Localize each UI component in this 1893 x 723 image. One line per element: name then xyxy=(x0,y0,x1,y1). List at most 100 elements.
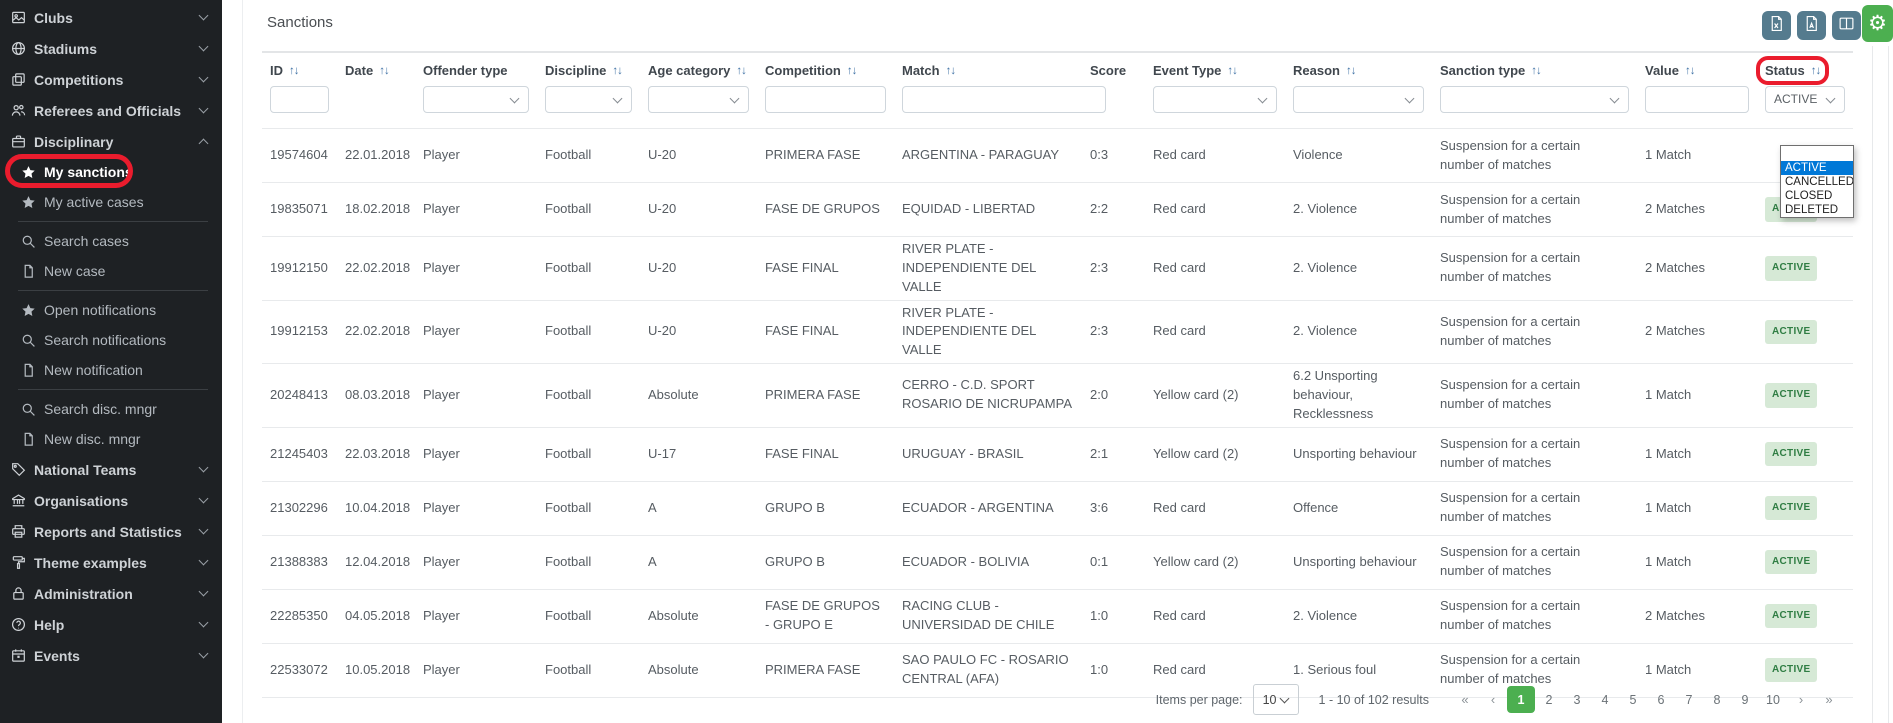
table-row[interactable]: 21245403 22.03.2018 Player Football U-17… xyxy=(262,426,1853,482)
sidebar-item[interactable]: Disciplinary xyxy=(0,126,222,157)
sidebar-item[interactable]: New case xyxy=(0,256,222,286)
cell-offender-type: Player xyxy=(415,480,537,536)
sidebar-item[interactable]: Open notifications xyxy=(0,295,222,325)
sidebar-item[interactable]: Search notifications xyxy=(0,325,222,355)
sort-arrows-icon[interactable]: ↑↓ xyxy=(846,64,857,77)
next-page-button[interactable]: › xyxy=(1798,692,1804,707)
column-header[interactable]: Competition ↑↓ xyxy=(757,52,894,82)
excel-export-button[interactable] xyxy=(1762,11,1791,40)
cell-competition: FASE FINAL xyxy=(757,299,894,364)
sort-arrows-icon[interactable]: ↑↓ xyxy=(1810,64,1821,77)
filter-select[interactable] xyxy=(545,86,632,113)
page-button[interactable]: 7 xyxy=(1685,692,1693,707)
page-button[interactable]: 9 xyxy=(1741,692,1749,707)
column-header[interactable]: Value ↑↓ xyxy=(1637,52,1757,82)
filter-input[interactable] xyxy=(270,86,329,113)
prev-page-button[interactable]: ‹ xyxy=(1490,692,1496,707)
first-page-button[interactable]: « xyxy=(1461,692,1469,707)
sort-arrows-icon[interactable]: ↑↓ xyxy=(1531,64,1541,77)
column-header[interactable]: Event Type ↑↓ xyxy=(1145,52,1285,82)
dropdown-option[interactable] xyxy=(1781,146,1853,161)
cell-id: 21245403 xyxy=(262,426,337,482)
table-row[interactable]: 21388383 12.04.2018 Player Football A GR… xyxy=(262,534,1853,590)
scrollbar-track-line[interactable] xyxy=(1872,46,1873,723)
filter-cell xyxy=(537,82,640,129)
cell-status: ACTIVE xyxy=(1757,363,1853,428)
filter-input[interactable] xyxy=(765,86,886,113)
page-button[interactable]: 5 xyxy=(1629,692,1637,707)
dropdown-option[interactable]: CLOSED xyxy=(1785,190,1833,202)
dropdown-option[interactable]: ACTIVE xyxy=(1781,161,1853,175)
settings-button[interactable]: ⚙ xyxy=(1862,5,1893,42)
table-row[interactable]: 21302296 10.04.2018 Player Football A GR… xyxy=(262,480,1853,536)
filter-select[interactable] xyxy=(1293,86,1424,113)
status-badge: ACTIVE xyxy=(1765,657,1818,683)
column-header[interactable]: Discipline ↑↓ xyxy=(537,52,640,82)
sidebar-item[interactable]: Referees and Officials xyxy=(0,95,222,126)
page-button[interactable]: 2 xyxy=(1545,692,1553,707)
column-header[interactable]: ID ↑↓ xyxy=(262,52,337,82)
sidebar-item[interactable]: My active cases xyxy=(0,187,222,217)
last-page-button[interactable]: » xyxy=(1825,692,1833,707)
table-row[interactable]: 19912150 22.02.2018 Player Football U-20… xyxy=(262,236,1853,301)
sidebar-item[interactable]: Search disc. mngr xyxy=(0,394,222,424)
sidebar-item[interactable]: New notification xyxy=(0,355,222,385)
page-button[interactable]: 8 xyxy=(1713,692,1721,707)
filter-select[interactable] xyxy=(423,86,529,113)
column-header[interactable]: Status ↑↓ xyxy=(1756,52,1853,85)
sort-arrows-icon[interactable]: ↑↓ xyxy=(289,64,299,77)
sidebar-item[interactable]: Organisations xyxy=(0,485,222,516)
sort-arrows-icon[interactable]: ↑↓ xyxy=(612,64,622,77)
sort-arrows-icon[interactable]: ↑↓ xyxy=(1345,64,1356,77)
page-button[interactable]: 6 xyxy=(1657,692,1665,707)
column-settings-button[interactable] xyxy=(1832,11,1861,40)
items-per-page-select[interactable]: 10 xyxy=(1252,684,1299,715)
page-button[interactable]: 10 xyxy=(1766,692,1780,707)
sort-arrows-icon[interactable]: ↑↓ xyxy=(1684,64,1695,77)
page-button[interactable]: 3 xyxy=(1573,692,1581,707)
sort-arrows-icon[interactable]: ↑↓ xyxy=(736,64,746,77)
filter-input[interactable] xyxy=(902,86,1106,113)
table-row[interactable]: 19912153 22.02.2018 Player Football U-20… xyxy=(262,299,1853,364)
column-header[interactable]: Reason ↑↓ xyxy=(1285,52,1432,82)
column-header[interactable]: Age category ↑↓ xyxy=(640,52,757,82)
table-row[interactable]: 20248413 08.03.2018 Player Football Abso… xyxy=(262,363,1853,428)
sidebar-item[interactable]: Search cases xyxy=(0,226,222,256)
dropdown-option[interactable]: CANCELLED xyxy=(1785,176,1853,188)
scrollbar-track-line[interactable] xyxy=(1888,46,1889,723)
sidebar-item[interactable]: New disc. mngr xyxy=(0,424,222,454)
cell-discipline: Football xyxy=(537,588,640,644)
page-button[interactable]: 4 xyxy=(1601,692,1609,707)
filter-select[interactable] xyxy=(648,86,749,113)
filter-select[interactable] xyxy=(1153,86,1277,113)
column-header[interactable]: Date ↑↓ xyxy=(337,52,415,82)
table-row[interactable]: 22285350 04.05.2018 Player Football Abso… xyxy=(262,588,1853,644)
sidebar-item[interactable]: Theme examples xyxy=(0,547,222,578)
filter-select[interactable]: ACTIVE xyxy=(1765,86,1845,113)
sidebar-item[interactable]: Competitions xyxy=(0,64,222,95)
column-header[interactable]: Match ↑↓ xyxy=(894,52,1082,82)
sidebar-item[interactable]: Events xyxy=(0,640,222,671)
column-header[interactable]: Offender type xyxy=(415,52,537,82)
sidebar-item[interactable]: My sanctions xyxy=(0,154,222,188)
page-button[interactable]: 1 xyxy=(1507,686,1535,713)
filter-input[interactable] xyxy=(1645,86,1749,113)
column-header[interactable]: Sanction type ↑↓ xyxy=(1432,52,1637,82)
sort-arrows-icon[interactable]: ↑↓ xyxy=(945,64,956,77)
pdf-export-button[interactable] xyxy=(1797,11,1826,40)
sidebar-item[interactable]: National Teams xyxy=(0,454,222,485)
cell-date: 18.02.2018 xyxy=(337,182,415,237)
sidebar-item[interactable]: Stadiums xyxy=(0,33,222,64)
sort-arrows-icon[interactable]: ↑↓ xyxy=(1227,64,1237,77)
sidebar-item[interactable]: Reports and Statistics xyxy=(0,516,222,547)
table-row[interactable]: 22533072 10.05.2018 Player Football Abso… xyxy=(262,642,1853,698)
sidebar-item[interactable]: Clubs xyxy=(0,2,222,33)
sort-arrows-icon[interactable]: ↑↓ xyxy=(379,64,389,77)
sidebar-item[interactable]: Help xyxy=(0,609,222,640)
table-row[interactable]: 19835071 18.02.2018 Player Football U-20… xyxy=(262,182,1853,237)
column-header[interactable]: Score xyxy=(1082,52,1145,82)
table-row[interactable]: 19574604 22.01.2018 Player Football U-20… xyxy=(262,128,1853,183)
filter-select[interactable] xyxy=(1440,86,1629,113)
dropdown-option[interactable]: DELETED xyxy=(1785,204,1839,216)
sidebar-item[interactable]: Administration xyxy=(0,578,222,609)
